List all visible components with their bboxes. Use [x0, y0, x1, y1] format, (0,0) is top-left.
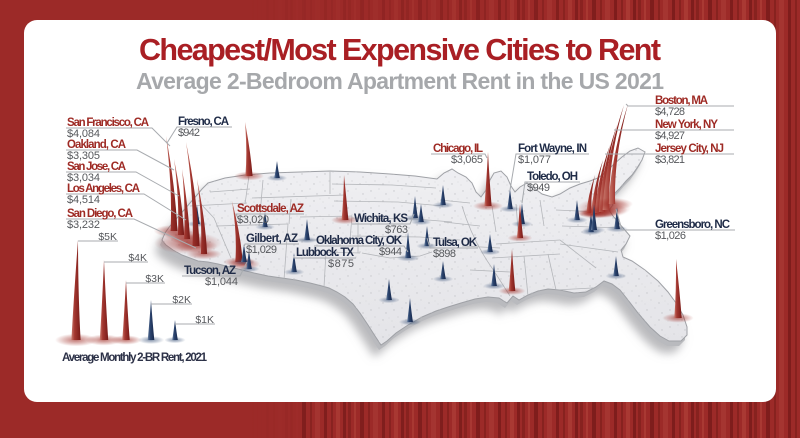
- svg-text:$4K: $4K: [128, 252, 147, 264]
- svg-text:$1,044: $1,044: [205, 276, 238, 288]
- svg-text:$898: $898: [433, 248, 456, 260]
- svg-text:Cheapest/Most Expensive Cities: Cheapest/Most Expensive Cities to Rent: [139, 33, 661, 67]
- svg-text:$4,084: $4,084: [67, 128, 100, 140]
- svg-text:$5K: $5K: [98, 231, 117, 243]
- svg-text:Lubbock. TX: Lubbock. TX: [296, 247, 354, 259]
- svg-text:$3,034: $3,034: [67, 172, 100, 184]
- svg-text:San Diego, CA: San Diego, CA: [67, 208, 133, 220]
- svg-text:Jersey City, NJ: Jersey City, NJ: [655, 143, 724, 155]
- svg-text:Average 2-Bedroom Apartment Re: Average 2-Bedroom Apartment Rent in the …: [136, 68, 664, 94]
- svg-text:$3,020: $3,020: [237, 214, 269, 226]
- svg-text:$1,026: $1,026: [655, 230, 686, 242]
- svg-text:$3,305: $3,305: [67, 150, 100, 162]
- svg-text:San Jose, CA: San Jose, CA: [67, 161, 126, 173]
- svg-text:Tulsa, OK: Tulsa, OK: [433, 237, 478, 249]
- svg-text:Boston, MA: Boston, MA: [655, 95, 708, 107]
- svg-text:Wichita, KS: Wichita, KS: [354, 213, 408, 225]
- svg-text:$3,232: $3,232: [67, 219, 100, 231]
- svg-text:$4,514: $4,514: [67, 194, 100, 206]
- svg-text:$942: $942: [178, 127, 200, 139]
- svg-text:$1,029: $1,029: [246, 244, 277, 256]
- svg-text:Oakland, CA: Oakland, CA: [67, 139, 126, 151]
- svg-text:Toledo, OH: Toledo, OH: [527, 171, 578, 183]
- svg-text:$4,927: $4,927: [655, 130, 685, 142]
- svg-text:$949: $949: [527, 182, 550, 194]
- svg-text:Fort Wayne, IN: Fort Wayne, IN: [518, 143, 587, 155]
- svg-text:Scottsdale, AZ: Scottsdale, AZ: [237, 203, 304, 215]
- svg-text:Average Monthly 2-BR Rent, 202: Average Monthly 2-BR Rent, 2021: [62, 352, 208, 364]
- svg-text:$3,821: $3,821: [655, 154, 685, 166]
- svg-text:New York, NY: New York, NY: [655, 119, 718, 131]
- svg-text:$1,077: $1,077: [518, 154, 551, 166]
- svg-text:Los Angeles, CA: Los Angeles, CA: [67, 183, 140, 195]
- svg-text:Chicago, IL: Chicago, IL: [433, 143, 483, 155]
- svg-text:Oklahoma City, OK: Oklahoma City, OK: [316, 235, 403, 247]
- svg-text:San Francisco, CA: San Francisco, CA: [67, 117, 149, 129]
- svg-text:Fresno, CA: Fresno, CA: [178, 116, 229, 128]
- svg-text:$2K: $2K: [172, 294, 191, 306]
- svg-text:$4,728: $4,728: [655, 106, 685, 118]
- svg-text:$944: $944: [379, 246, 402, 258]
- svg-text:Greensboro, NC: Greensboro, NC: [655, 219, 730, 231]
- svg-text:$3,065: $3,065: [451, 154, 483, 166]
- svg-text:Gilbert, AZ: Gilbert, AZ: [246, 233, 298, 245]
- svg-text:$3K: $3K: [145, 273, 164, 285]
- svg-text:$1K: $1K: [195, 314, 214, 326]
- svg-text:$875: $875: [328, 258, 354, 270]
- svg-text:$763: $763: [385, 224, 408, 236]
- svg-text:Tucson, AZ: Tucson, AZ: [184, 265, 236, 277]
